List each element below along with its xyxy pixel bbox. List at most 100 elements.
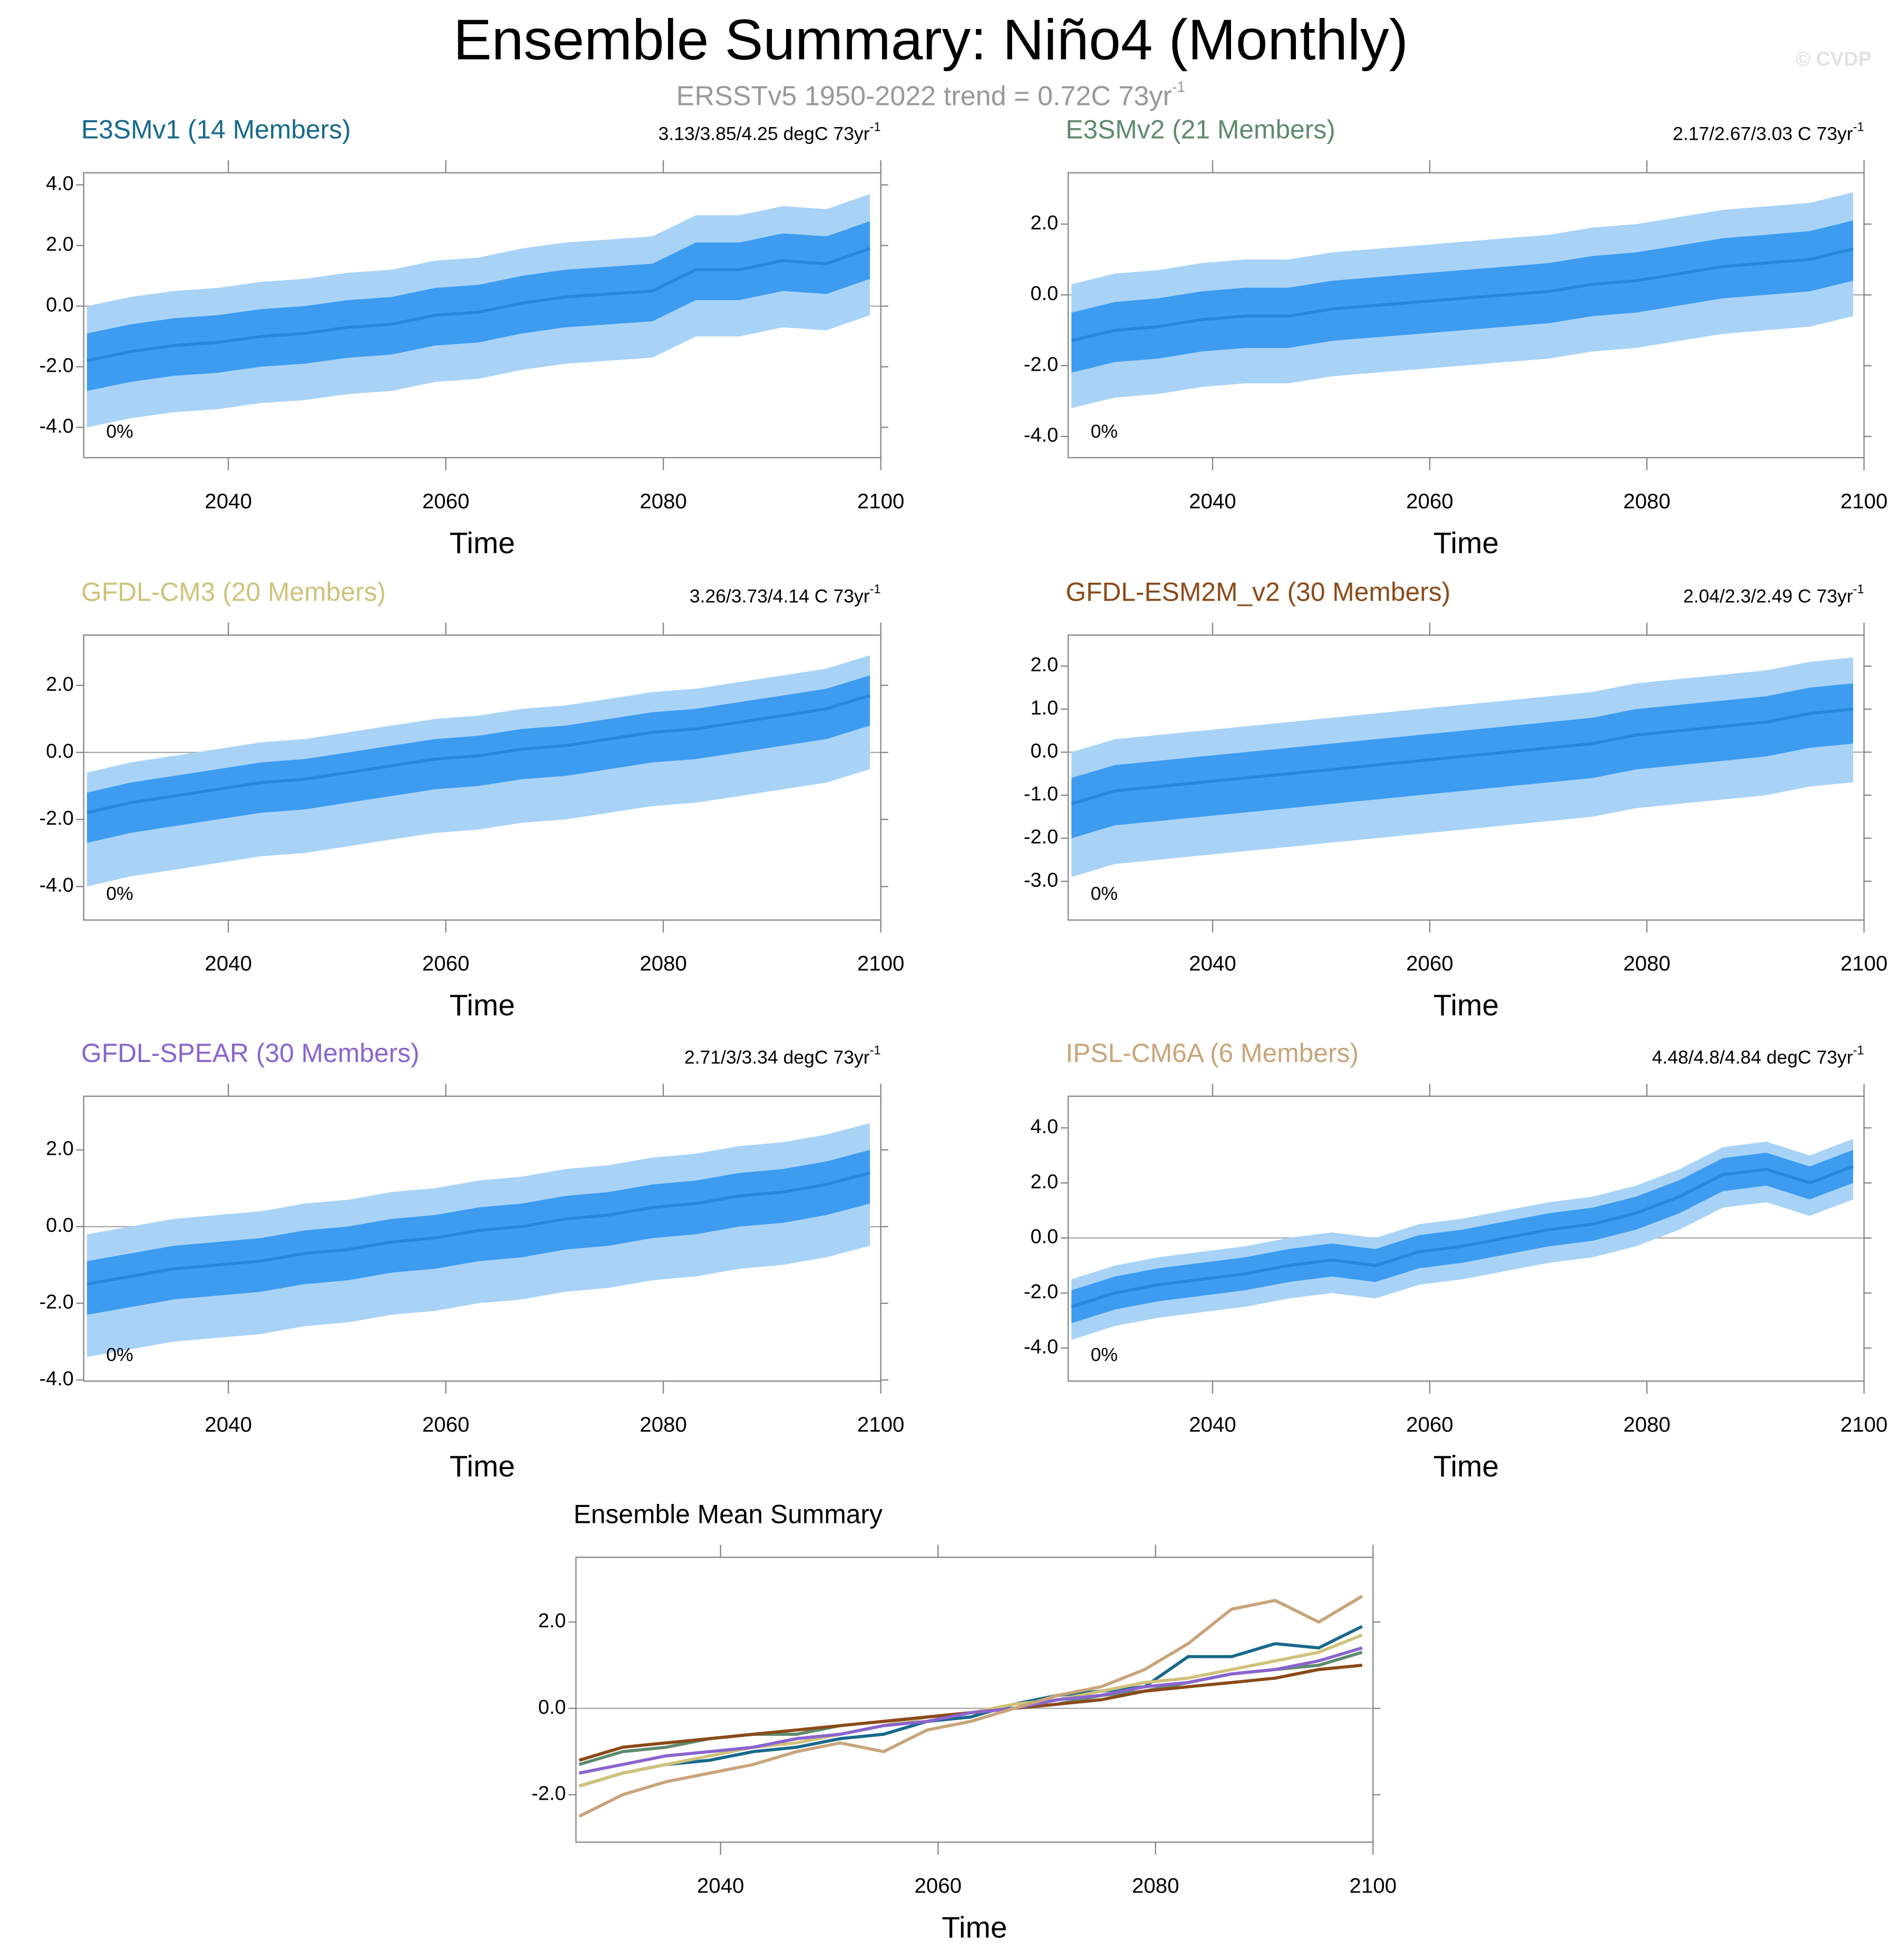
plot-frame (1067, 1095, 1865, 1382)
x-tick-label: 2060 (422, 489, 470, 513)
y-tick-label: -2.0 (531, 1783, 566, 1805)
corner-label: 0% (1091, 883, 1118, 904)
plot-frame (575, 1557, 1374, 1843)
y-tick-label: 4.0 (1030, 1116, 1058, 1138)
spread-band (86, 1150, 870, 1315)
trend-annotation: 3.13/3.85/4.25 degC 73yr-1 (658, 121, 881, 144)
series-line (578, 1633, 1363, 1788)
y-tick-label: -3.0 (1024, 869, 1058, 891)
x-tick-label: 2080 (640, 489, 687, 513)
x-axis-label: Time (1433, 527, 1499, 560)
x-tick-label: 2060 (1406, 489, 1454, 513)
x-tick-label: 2100 (1840, 489, 1888, 513)
panel-title: GFDL-SPEAR (30 Members) (81, 1038, 419, 1068)
y-tick-label: -2.0 (39, 1291, 73, 1314)
y-tick-label: -1.0 (1024, 783, 1058, 805)
trend-text: 3.13/3.85/4.25 degC 73yr (658, 123, 870, 144)
corner-label: 0% (1091, 421, 1118, 442)
y-tick-label: 2.0 (538, 1610, 566, 1632)
x-tick-label: 2060 (915, 1874, 962, 1898)
y-tick-label: 0.0 (1030, 740, 1058, 762)
trend-text: 2.04/2.3/2.49 C 73yr (1683, 586, 1853, 607)
spread-band (1071, 220, 1854, 373)
trend-annotation: 2.17/2.67/3.03 C 73yr-1 (1673, 121, 1864, 144)
plot-frame (83, 1095, 881, 1382)
y-tick-label: -4.0 (39, 1368, 73, 1390)
x-tick-label: 2040 (205, 489, 252, 513)
panel-title: Ensemble Mean Summary (574, 1499, 883, 1529)
figure-title: Ensemble Summary: Niño4 (Monthly) (453, 7, 1408, 72)
panel: Ensemble Mean Summary 2.0 0.0 -2.0 2040 2060 2… (531, 1499, 1397, 1944)
y-tick-label: 4.0 (46, 173, 74, 195)
trend-text: 3.26/3.73/4.14 C 73yr (690, 586, 870, 607)
mean-line (1071, 1165, 1854, 1309)
y-tick-label: -2.0 (1024, 826, 1058, 848)
x-tick-label: 2080 (1623, 489, 1671, 513)
subtitle-text: ERSSTv5 1950-2022 trend = 0.72C 73yr (676, 81, 1172, 111)
y-tick-label: -4.0 (1024, 1336, 1058, 1358)
panel-title: GFDL-CM3 (20 Members) (81, 577, 386, 606)
y-tick-label: 0.0 (46, 740, 74, 762)
corner-label: 0% (106, 421, 133, 442)
plot-frame (83, 634, 881, 921)
x-tick-label: 2040 (1189, 1413, 1236, 1436)
spread-band (1071, 683, 1854, 838)
trend-annotation: 3.26/3.73/4.14 C 73yr-1 (690, 583, 881, 606)
y-tick-label: 2.0 (1030, 654, 1058, 676)
y-tick-label: 0.0 (1030, 283, 1058, 305)
x-tick-label: 2100 (1840, 952, 1888, 976)
series-line (578, 1595, 1363, 1818)
corner-label: 0% (106, 883, 133, 904)
x-tick-label: 2040 (1189, 489, 1236, 513)
trend-superscript: -1 (1853, 583, 1864, 596)
y-tick-label: -4.0 (39, 874, 73, 896)
y-tick-label: -2.0 (39, 355, 73, 377)
x-tick-label: 2060 (1406, 952, 1454, 976)
x-axis-label: Time (1433, 1450, 1499, 1483)
corner-label: 0% (1091, 1344, 1118, 1365)
mean-line (1071, 247, 1854, 343)
panel: IPSL-CM6A (6 Members) 4.48/4.8/4.84 degC … (1024, 1038, 1888, 1483)
trend-superscript: -1 (870, 583, 881, 596)
y-tick-label: 1.0 (1030, 697, 1058, 719)
credit: © CVDP (1796, 48, 1872, 70)
x-axis-label: Time (942, 1911, 1007, 1945)
y-tick-label: -2.0 (39, 807, 73, 829)
x-tick-label: 2100 (857, 489, 905, 513)
trend-superscript: -1 (1853, 1044, 1864, 1058)
panel: E3SMv2 (21 Members) 2.17/2.67/3.03 C 73yr… (1024, 115, 1888, 560)
y-tick-label: -4.0 (1024, 424, 1058, 447)
panel-title: GFDL-ESM2M_v2 (30 Members) (1065, 577, 1450, 606)
x-tick-label: 2080 (640, 952, 687, 976)
subtitle-superscript: -1 (1172, 79, 1185, 95)
spread-band (1071, 1150, 1854, 1324)
y-tick-label: -2.0 (1024, 353, 1058, 375)
plot-frame (1067, 172, 1865, 459)
trend-superscript: -1 (1853, 121, 1864, 134)
y-tick-label: -4.0 (39, 415, 73, 437)
panel: E3SMv1 (14 Members) 3.13/3.85/4.25 degC 7… (39, 115, 904, 560)
y-tick-label: -2.0 (1024, 1281, 1058, 1303)
panel-title: E3SMv2 (21 Members) (1065, 115, 1335, 144)
x-tick-label: 2040 (697, 1874, 744, 1898)
spread-band (86, 675, 870, 843)
trend-annotation: 4.48/4.8/4.84 degC 73yr-1 (1652, 1044, 1864, 1068)
x-axis-label: Time (450, 527, 515, 560)
x-tick-label: 2100 (857, 952, 905, 976)
x-axis-label: Time (450, 989, 515, 1022)
x-tick-label: 2040 (205, 1413, 252, 1436)
panel: GFDL-SPEAR (30 Members) 2.71/3/3.34 degC … (39, 1038, 904, 1483)
trend-text: 4.48/4.8/4.84 degC 73yr (1652, 1047, 1853, 1068)
series-line (578, 1625, 1363, 1788)
x-tick-label: 2080 (1623, 1413, 1671, 1436)
y-tick-label: 2.0 (46, 234, 74, 256)
panel: GFDL-ESM2M_v2 (30 Members) 2.04/2.3/2.49 … (1024, 577, 1888, 1022)
x-tick-label: 2100 (1350, 1874, 1397, 1898)
x-axis-label: Time (1433, 989, 1499, 1022)
plot-frame (1067, 634, 1865, 921)
spread-band (86, 221, 870, 391)
x-tick-label: 2060 (1406, 1413, 1454, 1436)
x-tick-label: 2080 (1623, 952, 1671, 976)
series-line (579, 1646, 1363, 1775)
y-tick-label: 2.0 (46, 673, 74, 696)
